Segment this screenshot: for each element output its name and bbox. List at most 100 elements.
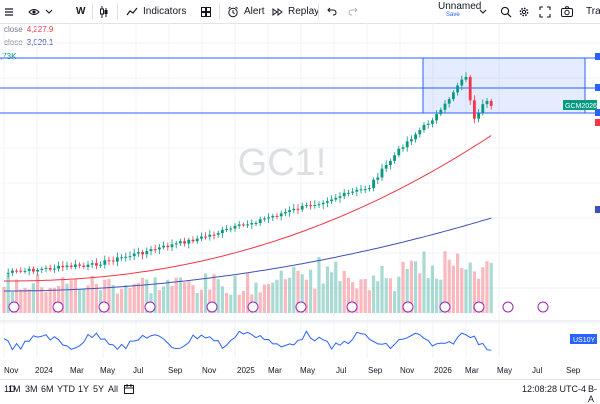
event-marker-icon [247,301,259,313]
candle-body [389,160,392,165]
candle-body [78,264,81,266]
candle-body [305,205,308,207]
volume-bar [6,274,10,313]
candle-body [464,76,468,80]
symbol-watermark: GC1! [238,142,327,184]
time-axis-label: Jul [133,366,143,375]
volume-bar [426,278,430,313]
time-axis-label: Nov [202,366,216,375]
alarm-clock-icon[interactable] [227,0,239,23]
candle-body [351,191,354,193]
alert-button[interactable]: Alert [244,6,265,17]
candle-body [321,202,325,205]
session-status[interactable]: B-A [588,384,597,404]
camera-icon[interactable] [561,0,573,23]
candle-body [342,192,346,197]
indicators-icon[interactable] [126,0,138,23]
volume-bar [258,292,262,313]
volume-bar [321,283,325,313]
candle-body [296,208,300,210]
layout-save-status: Save [446,12,460,18]
hamburger-icon[interactable] [4,0,14,23]
range-box[interactable] [422,57,586,114]
volume-bar [405,269,409,313]
volume-bar [376,281,380,313]
event-marker-icon [98,301,110,313]
volume-bar [397,276,401,313]
legend-label: close [4,25,23,34]
fullscreen-icon[interactable] [539,0,551,23]
range-ytd[interactable]: YTD [57,384,75,394]
interval-button[interactable]: W [76,6,86,17]
time-axis-label: Mar [70,366,84,375]
volume-bar [414,261,418,313]
time-axis-label: Sep [368,366,383,375]
candle-body [380,168,384,178]
range-3m[interactable]: 3M [25,384,38,394]
volume-bar [27,289,31,313]
range-5y[interactable]: 5Y [93,384,105,394]
volume-bar [325,266,329,313]
candle-body [137,252,140,254]
range-1y[interactable]: 1Y [78,384,90,394]
volume-bar [57,285,61,313]
candle-body [363,189,367,191]
volume-bar [69,280,73,313]
volume-bar [128,287,132,313]
candle-body [477,113,480,119]
eye-icon[interactable] [28,0,40,23]
replay-button[interactable]: Replay [288,6,320,17]
redo-icon[interactable] [348,0,358,23]
candle-body [32,268,35,272]
layout-name[interactable]: Unnamed [438,0,482,12]
clock[interactable]: 12:08:28 UTC-4 [522,384,587,394]
candle-body [237,224,241,226]
volume-bar [246,273,250,313]
settings-gear-icon[interactable] [518,0,530,23]
candle-body [422,124,426,131]
candle-body [292,208,296,211]
layout-grid-icon[interactable] [201,0,211,23]
volume-bar [86,285,90,313]
calendar-icon[interactable] [124,384,134,396]
volume-bar [271,282,275,313]
legend-value: ,73K [0,52,17,61]
trade-button[interactable]: Tra [586,6,600,17]
candle-body [174,243,178,245]
candle-body [435,114,438,121]
chevron-down-icon[interactable] [45,0,53,23]
volume-bar [183,282,187,313]
replay-icon[interactable] [272,0,284,23]
volume-bar [40,287,44,313]
event-marker-icon [402,301,414,313]
range-1d[interactable]: 1D [4,384,16,394]
volume-bar [435,278,439,313]
candle-body [124,256,128,258]
volume-bar [481,267,485,313]
range-all[interactable]: All [108,384,119,394]
price-marker [595,53,600,60]
candle-body [338,196,342,198]
candle-body [376,177,380,180]
volume-bar [292,266,296,313]
candle-body [225,228,228,230]
time-axis-label: Mar [465,366,479,375]
candle-body [11,270,14,273]
indicators-button[interactable]: Indicators [143,6,187,17]
candle-body [183,241,186,244]
candles-icon[interactable] [99,0,109,23]
chevron-down-icon[interactable] [479,0,487,23]
range-6m[interactable]: 6M [41,384,54,394]
volume-bar [330,272,334,313]
price-chart[interactable]: GC1! GCM2026 US10Y Nov 2024 Mar May Jul Sep No… [0,23,600,378]
volume-bar [225,292,229,313]
volume-bar [367,290,371,313]
undo-icon[interactable] [327,0,337,23]
time-axis-label: May [100,366,115,375]
volume-bar [254,282,258,313]
time-axis-label: Sep [168,366,183,375]
candle-body [86,264,90,267]
candle-body [158,247,161,250]
range-1m[interactable]: 1M [8,384,21,394]
search-icon[interactable] [500,0,512,23]
